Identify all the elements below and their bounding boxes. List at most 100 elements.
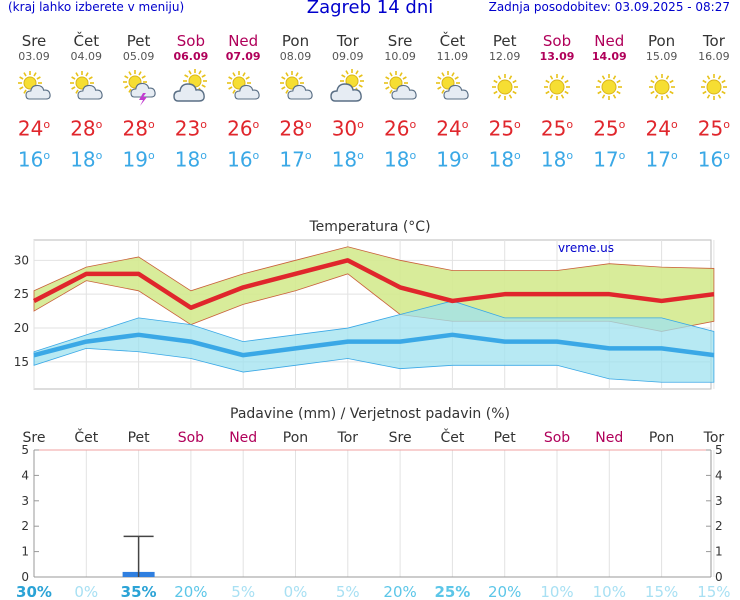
location-hint[interactable]: (kraj lahko izberete v meniju) — [8, 0, 185, 14]
min-temperature: 16o — [697, 147, 730, 172]
precipitation-probability: 35% — [121, 583, 157, 600]
y-tick-label: 3 — [21, 494, 29, 508]
precipitation-chart: Sre Čet Pet Sob Ned Pon Tor Sre Čet Pet Sob Ned Pon T… — [16, 428, 731, 600]
precipitation-probability: 20% — [174, 583, 207, 600]
y-tick-label: 3 — [715, 494, 723, 508]
day-column: Tor 16.09 25o 16o — [688, 32, 740, 171]
day-name: Ned — [228, 32, 259, 50]
y-tick-label: 20 — [14, 321, 29, 335]
day-name: Sob — [176, 32, 205, 50]
day-date: 10.09 — [384, 50, 416, 63]
max-temperature: 28o — [279, 116, 312, 141]
day-name: Sre — [21, 32, 47, 50]
temperature-chart: 15 20 25 30 vreme.us — [14, 239, 715, 390]
min-temperature: 17o — [279, 147, 312, 172]
max-temperature: 26o — [227, 116, 260, 141]
day-date: 09.09 — [332, 50, 364, 63]
precipitation-probability: 20% — [488, 583, 521, 600]
day-date: 05.09 — [122, 50, 155, 63]
x-tick-label: Pon — [649, 430, 674, 446]
day-name: Pon — [647, 32, 676, 50]
x-tick-label: Sob — [178, 430, 204, 446]
sun-icon — [487, 69, 523, 105]
y-tick-label: 2 — [715, 519, 723, 533]
day-name: Pet — [492, 32, 517, 50]
y-tick-label: 4 — [715, 468, 723, 482]
y-tick-label: 0 — [715, 570, 723, 584]
day-date: 15.09 — [645, 50, 678, 63]
sun-cloud-icon — [434, 69, 470, 105]
day-date: 08.09 — [279, 50, 312, 63]
day-column: Sre 03.09 24o 16o — [8, 32, 60, 171]
day-column: Pon 08.09 28o 17o — [270, 32, 322, 171]
min-temperature: 17o — [593, 147, 626, 172]
day-name: Pon — [281, 32, 310, 50]
min-temperature: 19o — [122, 147, 155, 172]
min-temperature: 18o — [331, 147, 364, 172]
precipitation-probability: 10% — [593, 583, 626, 600]
precipitation-probability: 15% — [645, 583, 678, 600]
x-tick-label: Ned — [595, 430, 623, 446]
x-tick-label: Čet — [440, 428, 464, 446]
precipitation-probability: 15% — [697, 583, 730, 600]
max-temperature: 23o — [174, 116, 207, 141]
max-temperature: 24o — [436, 116, 469, 141]
max-temperature: 25o — [540, 116, 574, 141]
y-tick-label: 15 — [14, 355, 29, 369]
day-column: Pet 05.09 28o 19o — [113, 32, 165, 171]
min-temperature: 16o — [227, 147, 260, 172]
max-temperature-band — [33, 246, 715, 332]
day-column: Sre 10.09 26o 18o — [374, 32, 426, 171]
day-name: Tor — [702, 32, 725, 50]
precipitation-chart-title: Padavine (mm) / Verjetnost padavin (%) — [230, 406, 510, 422]
x-tick-label: Pet — [128, 430, 151, 446]
sun-cloud-icon — [225, 69, 261, 105]
day-date: 06.09 — [173, 50, 209, 63]
min-temperature: 19o — [436, 147, 469, 172]
min-temperature: 18o — [174, 147, 207, 172]
day-column: Ned 14.09 25o 17o — [583, 32, 635, 171]
day-name: Sob — [542, 32, 572, 50]
max-temperature: 30o — [331, 116, 364, 141]
sun-cloud-icon — [382, 69, 418, 105]
day-column: Sob 13.09 25o 18o — [531, 32, 583, 171]
y-tick-label: 5 — [21, 443, 29, 457]
sun-cloud-icon — [16, 69, 52, 105]
watermark: vreme.us — [558, 241, 614, 255]
page-title: Zagreb 14 dni — [306, 0, 434, 18]
day-date: 12.09 — [488, 50, 521, 63]
day-date: 04.09 — [70, 50, 103, 63]
day-name: Sre — [387, 32, 413, 50]
cloud-sun-icon — [173, 69, 209, 105]
day-name: Ned — [594, 32, 625, 50]
x-tick-label: Sob — [544, 430, 570, 446]
max-temperature: 25o — [697, 116, 730, 141]
min-temperature-line — [33, 332, 715, 358]
min-temperature: 18o — [70, 147, 103, 172]
y-tick-label: 30 — [14, 253, 29, 267]
thunderstorm-icon — [121, 69, 157, 106]
sun-icon — [591, 69, 627, 105]
y-tick-label: 4 — [21, 468, 29, 482]
y-tick-label: 1 — [715, 545, 723, 559]
day-column: Ned 07.09 26o 16o — [217, 32, 269, 171]
day-name: Pet — [126, 32, 151, 50]
max-temperature: 25o — [488, 116, 521, 141]
max-temperature-line — [32, 258, 715, 310]
precipitation-probability: 5% — [231, 583, 255, 600]
max-temperature: 26o — [384, 116, 417, 141]
sun-cloud-icon — [68, 69, 104, 105]
precipitation-probability: 5% — [336, 583, 360, 600]
max-temperature: 28o — [122, 116, 155, 141]
y-tick-label: 5 — [715, 443, 723, 457]
precipitation-probability: 0% — [74, 583, 98, 600]
day-date: 07.09 — [225, 50, 261, 63]
max-temperature: 24o — [17, 116, 51, 141]
sun-cloud-icon — [278, 69, 314, 105]
x-tick-label: Pon — [283, 430, 308, 446]
day-column: Pet 12.09 25o 18o — [479, 32, 531, 171]
day-date: 16.09 — [698, 50, 730, 63]
min-temperature: 16o — [17, 147, 51, 172]
day-date: 11.09 — [436, 50, 469, 63]
y-tick-label: 1 — [21, 545, 29, 559]
